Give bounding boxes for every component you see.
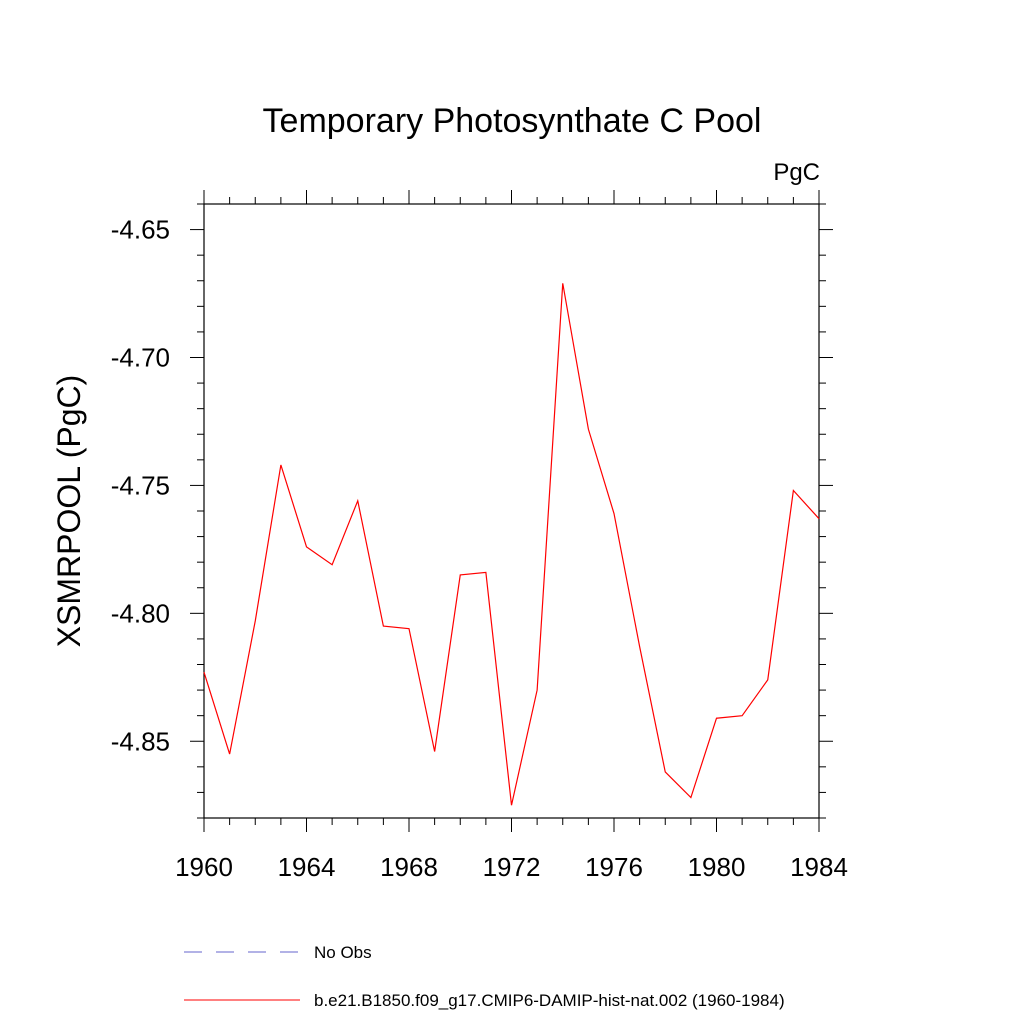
- x-tick-label: 1968: [380, 852, 438, 882]
- x-tick-label: 1976: [585, 852, 643, 882]
- x-tick-label: 1980: [688, 852, 746, 882]
- x-tick-label: 1972: [483, 852, 541, 882]
- y-axis-label: XSMRPOOL (PgC): [51, 375, 87, 648]
- x-tick-label: 1964: [278, 852, 336, 882]
- legend-label: No Obs: [314, 943, 372, 962]
- y-tick-label: -4.85: [111, 726, 170, 756]
- legend-label: b.e21.B1850.f09_g17.CMIP6-DAMIP-hist-nat…: [314, 991, 785, 1010]
- x-tick-label: 1984: [790, 852, 848, 882]
- y-tick-label: -4.70: [111, 343, 170, 373]
- series-line: [203, 283, 820, 806]
- chart-title: Temporary Photosynthate C Pool: [263, 102, 762, 140]
- units-label: PgC: [773, 159, 820, 186]
- plot-frame: [203, 203, 820, 819]
- axes: 1960 1964 1968 1972 1976 1980 1984 -4.65 -4.70 -4…: [111, 190, 848, 882]
- y-tick-label: -4.65: [111, 215, 170, 245]
- y-tick-label: -4.80: [111, 598, 170, 628]
- series-layer: [203, 283, 820, 806]
- x-tick-label: 1960: [175, 852, 233, 882]
- y-tick-label: -4.75: [111, 470, 170, 500]
- legend: No Obs b.e21.B1850.f09_g17.CMIP6-DAMIP-hi…: [184, 943, 785, 1010]
